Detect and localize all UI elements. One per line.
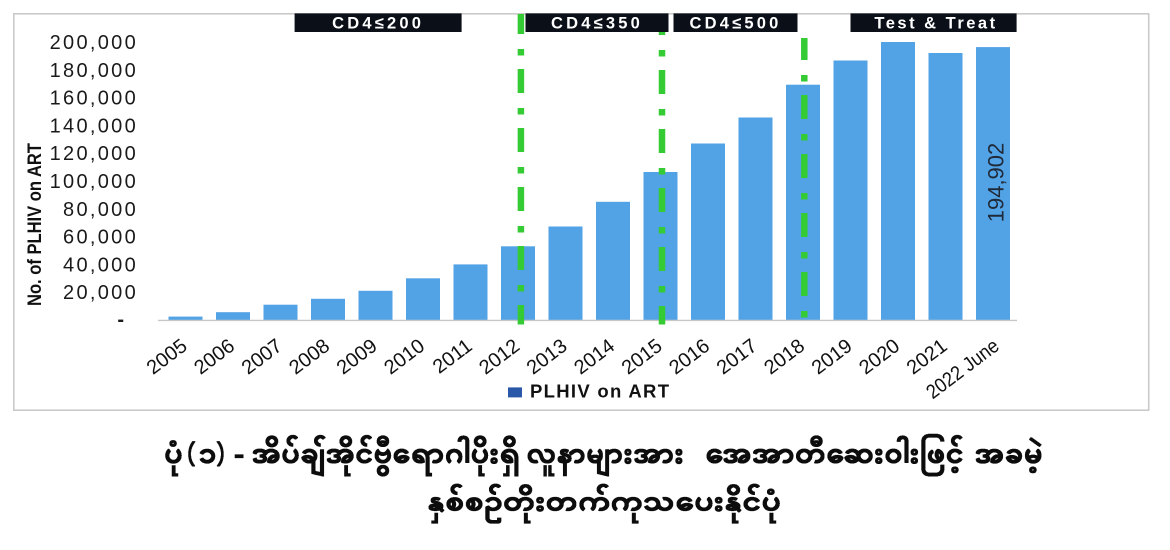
svg-text:CD4≤350: CD4≤350: [551, 15, 643, 33]
svg-text:-: -: [117, 309, 124, 331]
svg-text:CD4≤500: CD4≤500: [690, 15, 782, 33]
svg-text:120,000: 120,000: [50, 143, 138, 165]
svg-text:180,000: 180,000: [50, 60, 138, 82]
svg-text:Test & Treat: Test & Treat: [874, 15, 997, 33]
svg-text:PLHIV on ART: PLHIV on ART: [530, 380, 670, 401]
svg-text:60,000: 60,000: [63, 227, 138, 249]
svg-text:100,000: 100,000: [50, 171, 138, 193]
svg-text:40,000: 40,000: [63, 254, 138, 276]
svg-text:No. of PLHIV on ART: No. of PLHIV on ART: [25, 143, 46, 306]
svg-text:160,000: 160,000: [50, 88, 138, 110]
svg-text:140,000: 140,000: [50, 115, 138, 137]
svg-text:200,000: 200,000: [50, 32, 138, 54]
svg-text:20,000: 20,000: [63, 282, 138, 304]
svg-text:80,000: 80,000: [63, 199, 138, 221]
svg-text:194,902: 194,902: [984, 143, 1009, 223]
svg-text:CD4≤200: CD4≤200: [332, 15, 424, 33]
